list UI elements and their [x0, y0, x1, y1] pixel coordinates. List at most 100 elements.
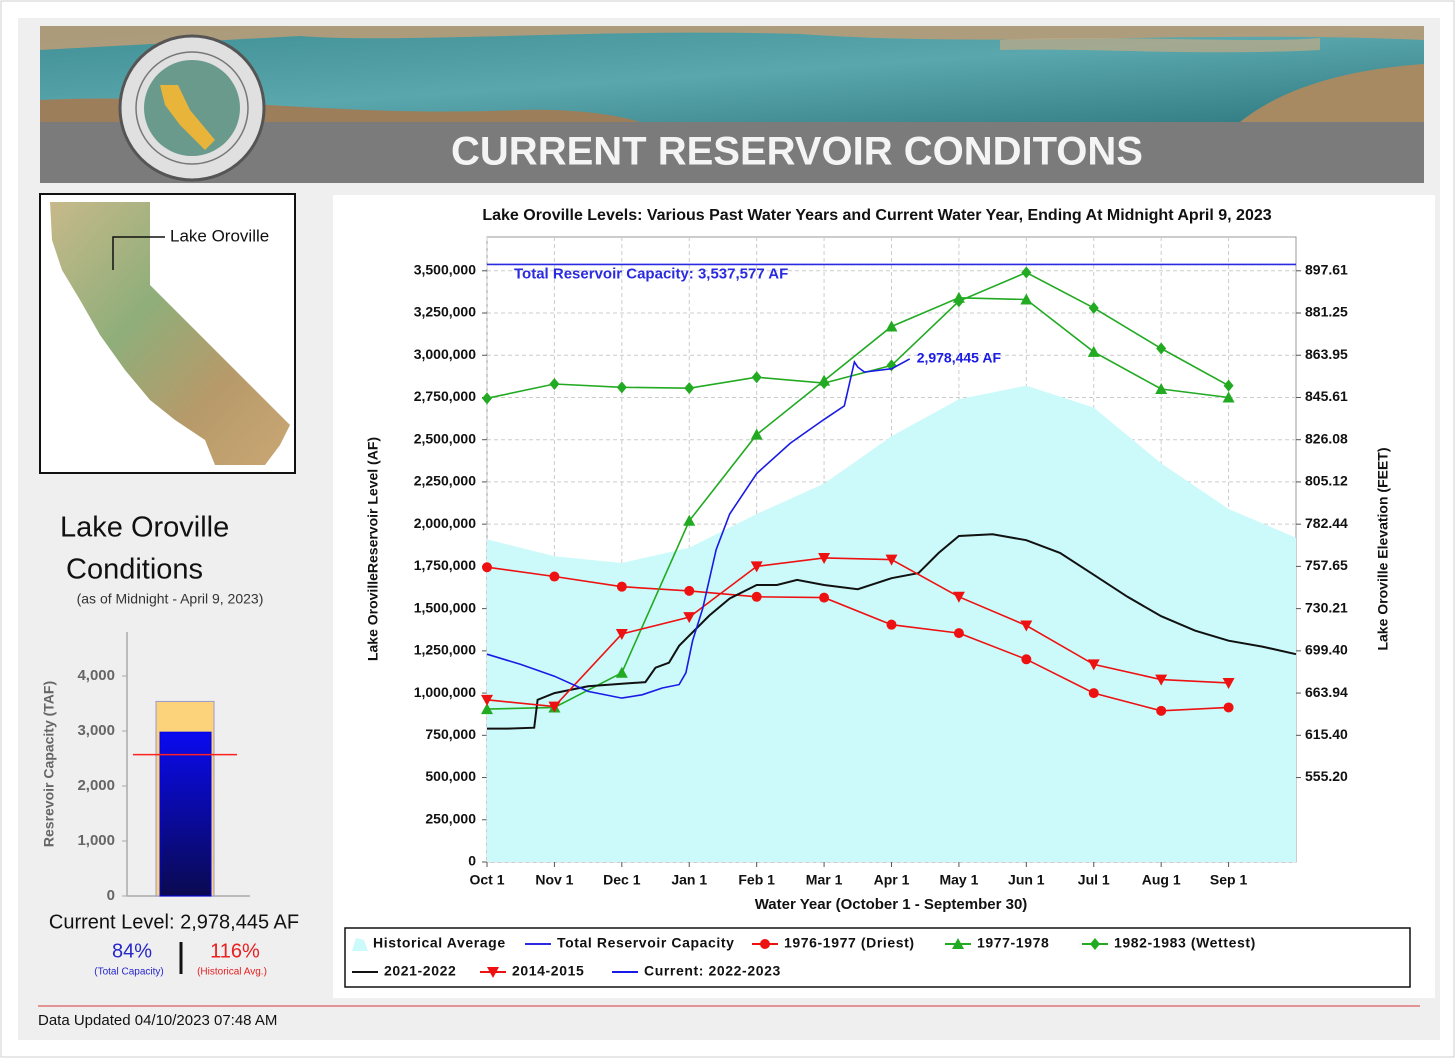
footer-updated: Data Updated 04/10/2023 07:48 AM — [38, 1012, 277, 1029]
y-tick-label: 0 — [468, 853, 476, 869]
current-level: Current Level: 2,978,445 AF — [49, 911, 299, 933]
marker — [953, 295, 964, 308]
x-tick-label: Jul 1 — [1078, 872, 1110, 888]
legend-label: 1982-1983 (Wettest) — [1114, 935, 1256, 951]
marker — [1156, 705, 1167, 716]
marker — [751, 371, 762, 384]
legend-label: 2014-2015 — [512, 963, 584, 979]
x-tick-label: Apr 1 — [874, 872, 910, 888]
legend-marker — [487, 967, 499, 978]
marker — [1087, 659, 1100, 671]
y2-tick-label: 826.08 — [1305, 430, 1348, 446]
y2-tick-label: 782.44 — [1305, 515, 1348, 531]
legend-label: 2021-2022 — [384, 963, 456, 979]
x-tick-label: Sep 1 — [1210, 872, 1248, 888]
marker — [750, 428, 763, 440]
x-tick-label: May 1 — [939, 872, 978, 888]
y-tick-label: 0 — [107, 887, 115, 904]
marker — [1155, 383, 1168, 395]
capacity-annotation: Total Reservoir Capacity: 3,537,577 AF — [514, 265, 788, 282]
y2-tick-label: 845.61 — [1305, 388, 1348, 404]
y-tick-label: 1,750,000 — [414, 557, 476, 573]
y-tick-label: 3,000 — [77, 722, 115, 739]
y-tick-label: 1,250,000 — [414, 642, 476, 658]
marker — [1020, 293, 1033, 305]
y-tick-label: 2,250,000 — [414, 473, 476, 489]
series-line — [486, 296, 1229, 710]
marker — [616, 381, 627, 394]
banner-title: CURRENT RESERVOIR CONDITONS — [451, 130, 1143, 174]
legend-swatch — [352, 938, 368, 951]
chart-title: Lake Oroville Levels: Various Past Water… — [482, 207, 1271, 224]
legend-box — [344, 927, 1411, 988]
series-line — [486, 557, 1229, 708]
percent-capacity: 84% — [112, 940, 152, 962]
current-bar — [159, 731, 212, 897]
legend-label: Current: 2022-2023 — [644, 963, 781, 979]
marker — [1156, 342, 1167, 355]
marker — [548, 701, 561, 713]
y-axis-label: Resrevoir Capacity (TAF) — [41, 681, 57, 847]
x-tick-label: Nov 1 — [535, 872, 573, 888]
percent-capacity-note: (Total Capacity) — [94, 967, 163, 978]
marker — [819, 377, 830, 390]
marker — [1222, 677, 1235, 689]
marker — [885, 320, 898, 332]
legend-label: 1977-1978 — [977, 935, 1049, 951]
y-tick-label: 500,000 — [425, 768, 476, 784]
marker — [683, 612, 696, 624]
y-tick-label: 3,250,000 — [414, 304, 476, 320]
y-tick-label: 2,000 — [77, 777, 115, 794]
y-tick-label: 2,500,000 — [414, 430, 476, 446]
marker — [684, 585, 695, 596]
marker — [1020, 620, 1033, 632]
legend-marker — [760, 939, 770, 949]
percent-average-note: (Historical Avg.) — [197, 967, 267, 978]
marker — [1088, 688, 1099, 699]
marker — [952, 591, 965, 603]
map-pointer — [112, 236, 165, 270]
y-tick-label: 3,500,000 — [414, 261, 476, 277]
marker — [1223, 702, 1234, 713]
series-line — [486, 358, 911, 699]
charts: 0 1,000 2,000 3,000 4,000 Resrevoir Capacity … — [41, 207, 1391, 978]
y-tick-label: 4,000 — [77, 667, 115, 684]
marker — [750, 561, 763, 573]
legend-label: Historical Average — [373, 935, 506, 951]
x-tick-label: Jan 1 — [671, 872, 707, 888]
marker — [1088, 301, 1099, 314]
marker — [549, 571, 560, 582]
x-tick-label: Jun 1 — [1008, 872, 1045, 888]
y2-tick-label: 757.65 — [1305, 557, 1348, 573]
marker — [683, 514, 696, 526]
y-tick-label: 2,000,000 — [414, 515, 476, 531]
x-tick-label: Feb 1 — [738, 872, 775, 888]
y-tick-label: 1,000,000 — [414, 684, 476, 700]
x-tick-label: Dec 1 — [603, 872, 641, 888]
percent-average: 116% — [210, 940, 260, 962]
marker — [482, 562, 492, 573]
x-tick-label: Mar 1 — [806, 872, 843, 888]
marker — [1021, 654, 1032, 665]
as-of-date: (as of Midnight - April 9, 2023) — [77, 591, 264, 607]
marker — [549, 377, 560, 390]
series-line — [486, 566, 1229, 712]
legend-marker — [1090, 938, 1100, 950]
x-tick-label: Aug 1 — [1142, 872, 1181, 888]
conditions-heading: Lake Oroville — [60, 512, 229, 544]
y-tick-label: 250,000 — [425, 810, 476, 826]
y2-tick-label: 730.21 — [1305, 599, 1348, 615]
y2-tick-label: 555.20 — [1305, 768, 1348, 784]
california-map — [39, 193, 296, 474]
marker — [885, 554, 898, 566]
banner — [40, 26, 1424, 183]
y-tick-label: 2,750,000 — [414, 388, 476, 404]
marker — [684, 382, 695, 395]
map-label: Lake Oroville — [170, 226, 269, 245]
x-axis-label: Water Year (October 1 - September 30) — [755, 896, 1028, 913]
y-tick-label: 750,000 — [425, 726, 476, 742]
y2-tick-label: 897.61 — [1305, 261, 1348, 277]
y2-tick-label: 805.12 — [1305, 473, 1348, 489]
y2-axis-label: Lake Oroville Elevation (FEET) — [1375, 447, 1391, 650]
